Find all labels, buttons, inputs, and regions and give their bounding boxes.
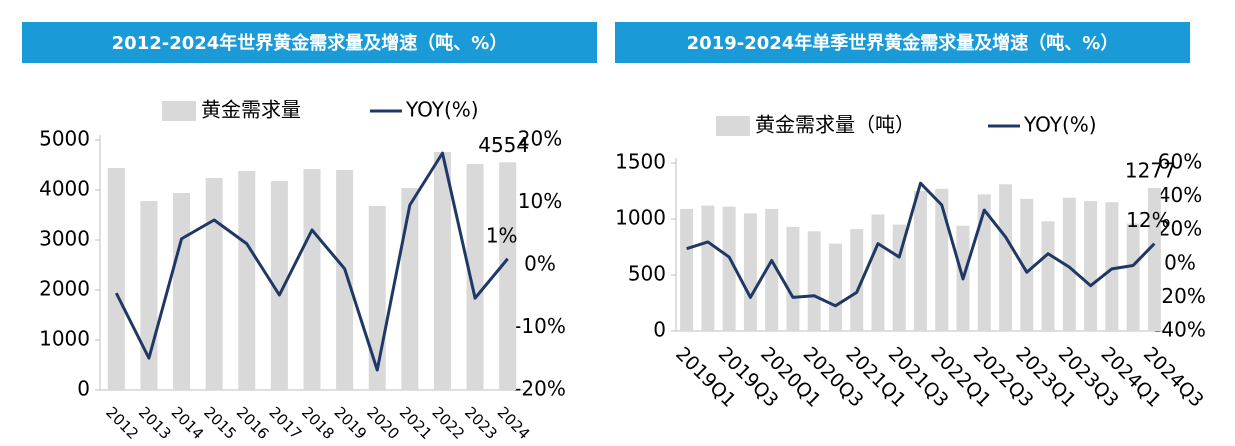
x-tick-label: 2021 [396, 403, 436, 443]
x-tick-label: 2018 [298, 403, 338, 443]
y-tick-label: 5000 [39, 127, 90, 151]
data-label: 12% [1126, 208, 1170, 232]
bar [850, 229, 864, 331]
bar [977, 194, 991, 331]
bar [722, 206, 736, 331]
y-tick-label: 0 [77, 377, 90, 401]
y2-tick-label: -40% [1154, 318, 1206, 342]
bar [680, 208, 694, 331]
x-tick-label: 2017 [265, 403, 305, 443]
legend-label: YOY(%) [1023, 113, 1097, 137]
bar [205, 178, 223, 390]
y-tick-label: 2000 [39, 277, 90, 301]
legend-swatch [162, 101, 196, 121]
line [686, 181, 1156, 308]
x-tick-label: 2013 [135, 403, 175, 443]
legend-swatch [716, 116, 750, 136]
data-label: 1277 [1125, 158, 1176, 182]
bar [270, 181, 288, 390]
data-label: 1% [486, 223, 518, 247]
bar [914, 191, 927, 331]
y-tick-label: 1000 [39, 327, 90, 351]
y-tick-label: 500 [628, 262, 666, 286]
legend-label: 黄金需求量（吨） [755, 113, 915, 137]
y-tick-label: 4000 [39, 177, 90, 201]
bar [336, 170, 354, 390]
bar [140, 201, 158, 390]
x-tick-label: 2020 [363, 403, 403, 443]
bar [401, 188, 419, 390]
bar [466, 164, 484, 390]
x-tick-label: 2024 [494, 403, 534, 443]
bar [807, 231, 821, 331]
bar [786, 226, 800, 331]
y-tick-label: 0 [653, 318, 666, 342]
x-tick-label: 2016 [233, 403, 273, 443]
line [114, 151, 509, 372]
y2-tick-label: -20% [514, 377, 566, 401]
legend-label: 黄金需求量 [201, 98, 301, 122]
bar [1105, 202, 1119, 331]
bar [238, 171, 256, 390]
x-tick-label: 2019 [331, 403, 371, 443]
bar [1020, 198, 1034, 331]
y2-tick-label: 20% [518, 127, 562, 151]
legend-label: YOY(%) [405, 98, 479, 122]
y-tick-label: 1500 [615, 150, 666, 174]
y-tick-label: 1000 [615, 206, 666, 230]
y2-tick-label: -20% [1154, 284, 1206, 308]
bar [173, 193, 191, 390]
bar [1084, 201, 1098, 331]
y2-tick-label: 20% [1158, 217, 1202, 241]
bar [828, 243, 842, 331]
chart-title: 2019-2024年单季世界黄金需求量及增速（吨、%） [687, 32, 1119, 54]
y2-tick-label: 40% [1158, 183, 1202, 207]
bar [765, 208, 779, 331]
x-tick-label: 2014 [168, 403, 208, 443]
title-banner [22, 22, 597, 63]
bar [935, 188, 949, 331]
y2-tick-label: -10% [514, 314, 566, 338]
bar [1062, 197, 1076, 331]
x-tick-label: 2022 [428, 403, 468, 443]
title-banner [615, 22, 1190, 63]
y2-tick-label: 0% [1164, 250, 1196, 274]
bar [107, 168, 125, 390]
x-tick-label: 2015 [200, 403, 240, 443]
bar [743, 213, 757, 331]
y2-tick-label: 60% [1158, 150, 1202, 174]
chart-title: 2012-2024年世界黄金需求量及增速（吨、%） [112, 32, 508, 54]
bar [701, 205, 715, 331]
x-tick-label: 2023 [461, 403, 501, 443]
y2-tick-label: 10% [518, 189, 562, 213]
y-tick-label: 3000 [39, 227, 90, 251]
bar [1041, 221, 1055, 331]
bar [499, 162, 517, 390]
x-tick-label: 2012 [102, 403, 142, 443]
data-label: 4554 [478, 133, 529, 157]
bar [303, 169, 321, 390]
y2-tick-label: 0% [524, 252, 556, 276]
bar [1126, 223, 1140, 331]
bar [433, 152, 451, 390]
bar [999, 184, 1013, 331]
bar [871, 214, 885, 331]
bar [1147, 187, 1161, 331]
